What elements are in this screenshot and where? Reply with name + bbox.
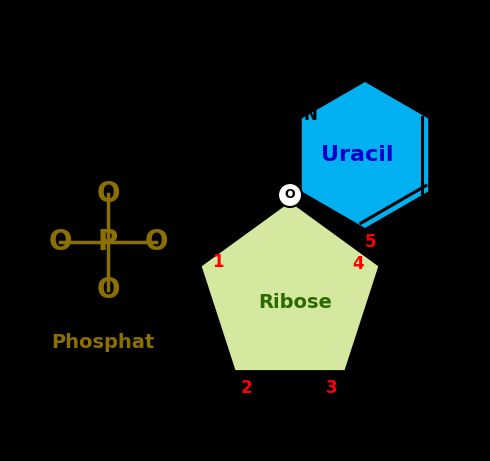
Text: O: O	[48, 228, 72, 256]
Text: N: N	[354, 235, 368, 253]
Text: O: O	[96, 276, 120, 304]
Text: 1: 1	[212, 253, 223, 271]
Text: O: O	[144, 228, 168, 256]
Text: Phosphat: Phosphat	[51, 332, 155, 351]
Text: O: O	[96, 180, 120, 208]
Text: P: P	[98, 228, 118, 256]
Text: Ribose: Ribose	[258, 294, 332, 313]
Circle shape	[278, 183, 302, 207]
Polygon shape	[199, 200, 380, 372]
Text: O: O	[285, 189, 295, 201]
Text: N: N	[303, 106, 317, 124]
Text: 2: 2	[241, 379, 252, 397]
Polygon shape	[300, 80, 430, 230]
Text: 3: 3	[326, 379, 338, 397]
Text: Uracil: Uracil	[321, 145, 393, 165]
Text: 4: 4	[352, 254, 364, 272]
Text: 5: 5	[365, 233, 376, 251]
